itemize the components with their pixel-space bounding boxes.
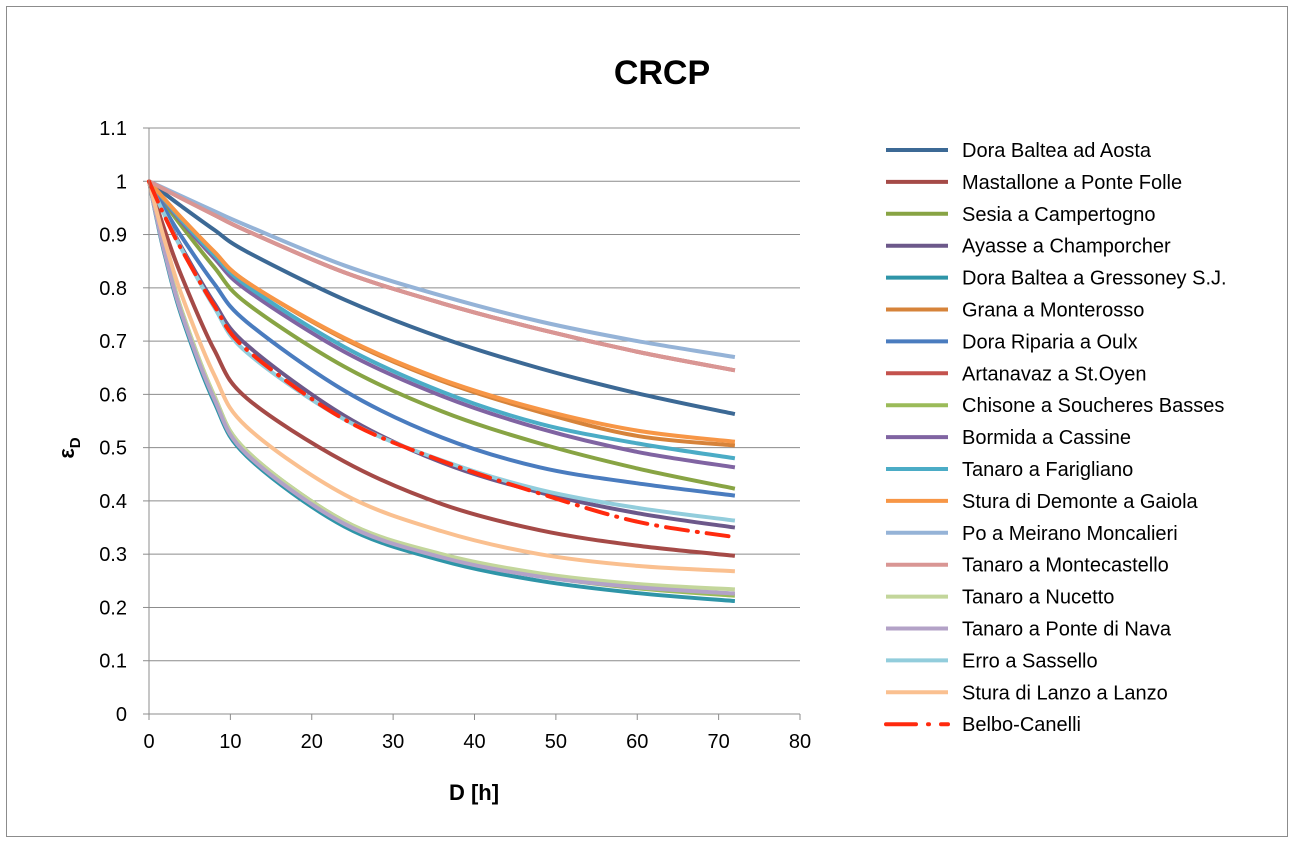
- legend-label: Tanaro a Farigliano: [962, 459, 1133, 481]
- legend-label: Tanaro a Montecastello: [962, 555, 1169, 577]
- chart-title: CRCP: [614, 54, 710, 92]
- legend-item: Chisone a Soucheres Basses: [886, 395, 1224, 417]
- y-axis-label-main: ε: [54, 448, 79, 459]
- legend-item: Belbo-Canelli: [884, 714, 1081, 736]
- x-tick-label: 40: [463, 731, 485, 753]
- y-tick-label: 0.6: [99, 384, 127, 406]
- legend-label: Dora Baltea ad Aosta: [962, 140, 1152, 162]
- legend-item: Dora Baltea a Gressoney S.J.: [886, 268, 1227, 290]
- legend-label: Tanaro a Ponte di Nava: [962, 619, 1172, 641]
- legend-item: Dora Baltea ad Aosta: [886, 140, 1152, 162]
- legend-label: Erro a Sassello: [962, 650, 1098, 672]
- x-axis-ticks: 0 10 20 30 40 50 60 70 80: [143, 714, 811, 753]
- y-tick-label: 1.1: [99, 118, 127, 140]
- series-lines: [147, 179, 737, 604]
- series-line: [148, 179, 736, 373]
- legend-label: Tanaro a Nucetto: [962, 587, 1114, 609]
- y-tick-label: 0.8: [99, 278, 127, 300]
- series-line: [147, 180, 736, 574]
- legend-item: Tanaro a Farigliano: [886, 459, 1133, 481]
- legend-item: Grana a Monterosso: [886, 300, 1144, 322]
- series-line: [147, 179, 737, 540]
- x-tick-label: 50: [545, 731, 567, 753]
- legend-item: Stura di Lanzo a Lanzo: [886, 682, 1168, 704]
- legend-item: Tanaro a Nucetto: [886, 587, 1114, 609]
- axes: [148, 128, 800, 715]
- legend-label: Grana a Monterosso: [962, 300, 1144, 322]
- legend-label: Stura di Demonte a Gaiola: [962, 491, 1199, 513]
- y-axis-label: εD: [54, 437, 84, 458]
- y-tick-label: 1: [116, 171, 127, 193]
- legend-item: Erro a Sassello: [886, 650, 1098, 672]
- legend-label: Dora Baltea a Gressoney S.J.: [962, 268, 1227, 290]
- legend-item: Artanavaz a St.Oyen: [886, 363, 1147, 385]
- series-line: [147, 180, 736, 558]
- series-line: [147, 179, 736, 417]
- x-tick-label: 80: [789, 731, 811, 753]
- legend-label: Mastallone a Ponte Folle: [962, 172, 1182, 194]
- x-tick-label: 30: [382, 731, 404, 753]
- y-axis-label-sub: D: [67, 437, 84, 448]
- legend-label: Sesia a Campertogno: [962, 204, 1155, 226]
- y-tick-label: 0.7: [99, 331, 127, 353]
- x-tick-label: 70: [708, 731, 730, 753]
- legend-label: Dora Riparia a Oulx: [962, 331, 1138, 353]
- legend-label: Belbo-Canelli: [962, 714, 1081, 736]
- y-tick-label: 0.1: [99, 651, 127, 673]
- y-tick-label: 0: [116, 704, 127, 726]
- y-tick-label: 0.2: [99, 597, 127, 619]
- y-tick-label: 0.9: [99, 225, 127, 247]
- y-tick-label: 0.3: [99, 544, 127, 566]
- legend: Dora Baltea ad Aosta Mastallone a Ponte F…: [884, 140, 1227, 736]
- legend-item: Dora Riparia a Oulx: [886, 331, 1138, 353]
- legend-item: Ayasse a Champorcher: [886, 236, 1171, 258]
- legend-item: Mastallone a Ponte Folle: [886, 172, 1182, 194]
- legend-label: Stura di Lanzo a Lanzo: [962, 682, 1168, 704]
- legend-label: Chisone a Soucheres Basses: [962, 395, 1224, 417]
- legend-label: Bormida a Cassine: [962, 427, 1131, 449]
- y-tick-label: 0.5: [99, 438, 127, 460]
- x-tick-label: 10: [219, 731, 241, 753]
- x-axis-label: D [h]: [449, 780, 499, 805]
- legend-item: Tanaro a Ponte di Nava: [886, 619, 1172, 641]
- series-line: [147, 179, 736, 444]
- legend-label: Po a Meirano Moncalieri: [962, 523, 1178, 545]
- x-tick-label: 0: [143, 731, 154, 753]
- legend-label: Ayasse a Champorcher: [962, 236, 1171, 258]
- y-axis-ticks: 0 0.1 0.2 0.3 0.4 0.5 0.6 0.7 0.8 0.9 1 1.1: [99, 118, 149, 726]
- legend-item: Bormida a Cassine: [886, 427, 1131, 449]
- legend-label: Artanavaz a St.Oyen: [962, 363, 1147, 385]
- series-line: [147, 180, 736, 498]
- y-tick-label: 0.4: [99, 491, 127, 513]
- legend-item: Stura di Demonte a Gaiola: [886, 491, 1199, 513]
- chart-border: [6, 6, 1288, 837]
- series-line: [147, 180, 736, 596]
- legend-item: Po a Meirano Moncalieri: [886, 523, 1178, 545]
- x-tick-label: 20: [301, 731, 323, 753]
- legend-item: Tanaro a Montecastello: [886, 555, 1169, 577]
- x-tick-label: 60: [626, 731, 648, 753]
- legend-item: Sesia a Campertogno: [886, 204, 1155, 226]
